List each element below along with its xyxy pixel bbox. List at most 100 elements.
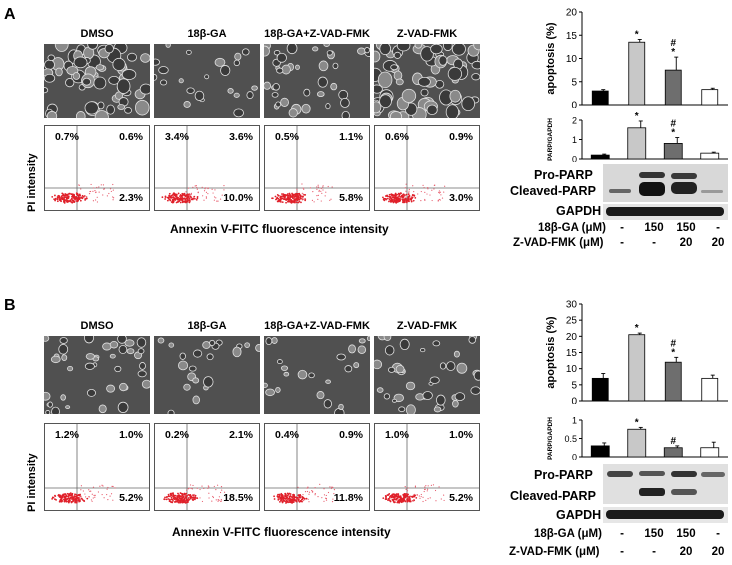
cell-shape xyxy=(414,44,423,49)
flow-event xyxy=(164,198,167,200)
flow-event xyxy=(98,186,100,188)
flow-event xyxy=(189,497,192,500)
cell-shape xyxy=(451,44,466,56)
flow-event xyxy=(297,195,300,198)
cell-shape xyxy=(432,340,441,347)
flow-event xyxy=(174,498,177,501)
flow-event xyxy=(414,485,417,487)
cell-shape xyxy=(82,77,92,86)
flow-event xyxy=(84,197,86,199)
flow-event xyxy=(180,492,183,495)
cell-shape xyxy=(95,64,105,71)
flow-event xyxy=(410,195,412,198)
bar xyxy=(628,334,646,402)
flow-event xyxy=(388,200,390,203)
bar xyxy=(628,41,646,106)
flow-event xyxy=(293,497,296,499)
cell-shape xyxy=(374,359,383,370)
flow-event xyxy=(398,496,401,499)
flow-event xyxy=(394,196,397,199)
flow-event xyxy=(321,497,323,499)
flow-event xyxy=(71,498,73,500)
flow-event xyxy=(91,493,93,495)
bar xyxy=(700,152,720,160)
cell-shape xyxy=(390,64,399,71)
bar xyxy=(627,428,647,458)
flow-event xyxy=(169,495,171,498)
flow-event xyxy=(405,183,407,185)
flow-event xyxy=(391,200,394,203)
treatment-value: - xyxy=(620,237,624,249)
y-tick-label: 20 xyxy=(566,332,578,343)
cell-shape xyxy=(192,395,200,405)
cell-shape xyxy=(234,52,242,61)
flow-event xyxy=(71,199,74,202)
flow-event xyxy=(408,194,411,197)
flow-event xyxy=(186,489,188,491)
flow-event xyxy=(220,499,222,501)
flow-event xyxy=(304,193,307,196)
flow-event xyxy=(281,497,284,500)
flow-event xyxy=(394,194,396,197)
flow-event xyxy=(301,196,304,199)
y-tick-label: 0 xyxy=(572,453,577,461)
flow-event xyxy=(317,186,320,188)
band-gapdh xyxy=(606,510,724,519)
flow-event xyxy=(90,183,92,186)
flow-event xyxy=(191,198,194,201)
flow-event xyxy=(102,485,104,487)
flow-event xyxy=(196,197,199,200)
cell-shape xyxy=(379,44,391,56)
flow-event xyxy=(314,493,316,495)
flow-event xyxy=(413,199,415,202)
flow-event xyxy=(185,191,187,193)
parp-gapdh-bar-chart-b: 0 0.5 1 PARP/GAPDH * # xyxy=(547,416,728,461)
y-tick-label: 30 xyxy=(566,300,578,311)
flow-event xyxy=(205,191,208,193)
cell-shape xyxy=(308,372,315,379)
quadrant-ul: 1.2% xyxy=(55,429,79,441)
cell-shape xyxy=(58,343,69,355)
flow-event xyxy=(217,500,219,502)
quadrant-ur: 1.1% xyxy=(339,131,363,143)
flow-event xyxy=(316,186,318,188)
flow-event xyxy=(390,197,393,200)
cell-shape xyxy=(61,354,68,362)
cell-shape xyxy=(303,88,311,97)
cell-shape xyxy=(264,382,268,388)
cell-shape xyxy=(188,365,197,372)
flow-event xyxy=(70,500,73,503)
cell-shape xyxy=(246,91,254,100)
cell-shape xyxy=(186,49,192,55)
flow-event xyxy=(184,497,187,500)
significance-mark: * xyxy=(635,417,639,428)
cell-shape xyxy=(471,60,480,70)
cell-shape xyxy=(178,78,184,84)
treatment-value: 150 xyxy=(644,222,664,234)
cell-shape xyxy=(376,387,384,393)
flow-event xyxy=(277,194,280,197)
cell-shape xyxy=(358,338,366,344)
flow-event xyxy=(413,493,416,496)
flow-event xyxy=(67,195,70,198)
flow-event xyxy=(398,198,401,201)
flow-event xyxy=(391,196,393,199)
panel-letter-b: B xyxy=(4,297,16,314)
flow-event xyxy=(219,198,222,200)
flow-event xyxy=(223,185,225,187)
flow-event xyxy=(414,486,417,488)
significance-mark: * xyxy=(671,347,675,358)
flow-event xyxy=(211,188,213,190)
flow-event xyxy=(52,496,55,499)
quadrant-ul: 0.6% xyxy=(385,131,409,143)
cell-shape xyxy=(384,345,395,356)
flow-event xyxy=(284,494,287,497)
flow-event xyxy=(170,195,172,197)
flow-x-axis-label: Annexin V-FITC fluorescence intensity xyxy=(170,222,389,236)
flow-event xyxy=(185,201,188,204)
flow-plot: 0.2% 2.1% 18.5% xyxy=(154,423,260,511)
flow-event xyxy=(413,191,415,193)
flow-event xyxy=(299,196,301,198)
flow-event xyxy=(77,501,79,503)
condition-label: Z-VAD-FMK xyxy=(396,320,458,332)
